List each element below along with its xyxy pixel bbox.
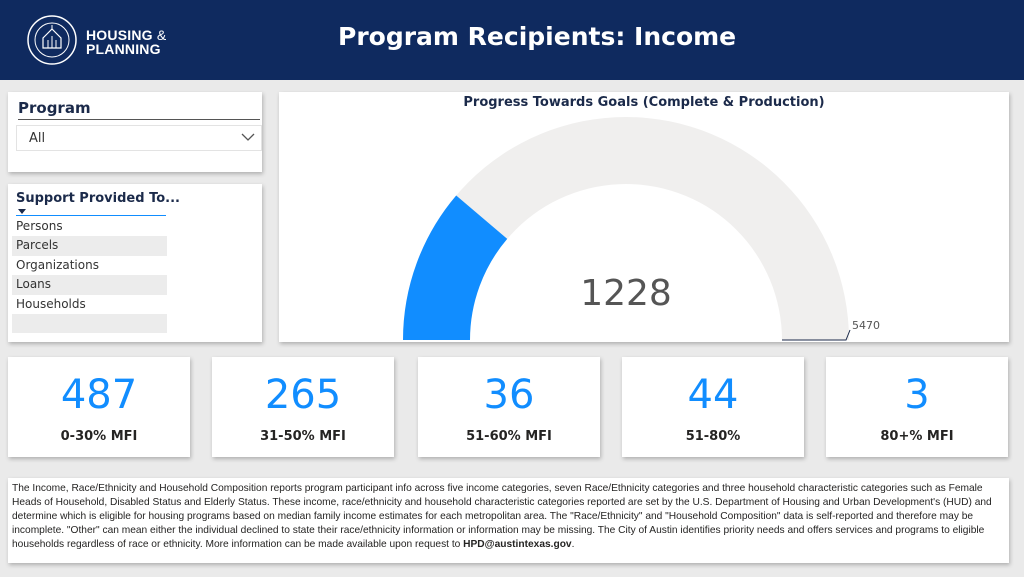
footnote-end: . <box>571 539 575 550</box>
support-filter-card: Support Provided To... Persons Parcels O… <box>8 184 262 342</box>
city-seal-logo <box>27 15 77 65</box>
support-list: Persons Parcels Organizations Loans Hous… <box>12 217 167 334</box>
brand-line-2: PLANNING <box>86 41 161 57</box>
page-title: Program Recipients: Income <box>338 22 737 51</box>
program-filter-card: Program All <box>8 92 262 172</box>
footnote-body: The Income, Race/Ethnicity and Household… <box>12 483 992 550</box>
kpi-card-31-50: 265 31-50% MFI <box>212 357 394 457</box>
gauge-title: Progress Towards Goals (Complete & Produ… <box>463 95 825 110</box>
kpi-label: 51-60% MFI <box>466 429 552 444</box>
kpi-value: 44 <box>687 372 739 418</box>
gauge-target-marker <box>782 329 851 341</box>
kpi-label: 0-30% MFI <box>60 429 138 444</box>
kpi-label: 80+% MFI <box>880 429 954 444</box>
support-item-loans[interactable]: Loans <box>12 275 167 295</box>
support-item-households[interactable]: Households <box>16 296 86 311</box>
kpi-card-51-60: 36 51-60% MFI <box>418 357 600 457</box>
kpi-label: 51-80% <box>685 429 741 444</box>
program-dropdown-value: All <box>29 131 46 146</box>
gauge-target-label: 5470 <box>852 319 880 332</box>
divider <box>18 119 260 120</box>
footnote-text: The Income, Race/Ethnicity and Household… <box>12 482 1006 552</box>
support-item-blank[interactable] <box>12 313 167 334</box>
brand-ampersand: & <box>156 27 167 43</box>
gauge-chart: 1228 5470 <box>403 117 880 341</box>
sort-down-icon[interactable] <box>18 209 26 214</box>
gauge-track <box>403 117 849 340</box>
brand-line-1: HOUSING <box>86 27 153 43</box>
chevron-down-icon <box>241 133 255 141</box>
gauge-value: 1228 <box>580 273 672 314</box>
support-filter-label[interactable]: Support Provided To... <box>16 191 180 206</box>
gauge-fill <box>403 195 508 340</box>
kpi-value: 36 <box>483 372 535 418</box>
kpi-card-0-30: 487 0-30% MFI <box>8 357 190 457</box>
kpi-value: 3 <box>904 372 930 418</box>
program-dropdown[interactable]: All <box>16 125 262 151</box>
footnote-card: The Income, Race/Ethnicity and Household… <box>8 478 1009 563</box>
kpi-card-80-plus: 3 80+% MFI <box>826 357 1008 457</box>
divider <box>16 215 166 216</box>
support-item-persons[interactable]: Persons <box>16 219 63 233</box>
kpi-value: 487 <box>60 372 138 418</box>
gauge-card: Progress Towards Goals (Complete & Produ… <box>279 92 1009 342</box>
program-filter-label: Program <box>18 99 91 117</box>
header-bar: HOUSING & PLANNING Program Recipients: I… <box>0 0 1024 80</box>
support-item-parcels[interactable]: Parcels <box>12 236 167 256</box>
kpi-card-51-80: 44 51-80% <box>622 357 804 457</box>
support-item-organizations[interactable]: Organizations <box>16 257 99 272</box>
kpi-label: 31-50% MFI <box>260 429 346 444</box>
contact-email: HPD@austintexas.gov <box>463 539 572 550</box>
kpi-value: 265 <box>264 372 342 418</box>
brand-wordmark: HOUSING & PLANNING <box>86 28 166 56</box>
